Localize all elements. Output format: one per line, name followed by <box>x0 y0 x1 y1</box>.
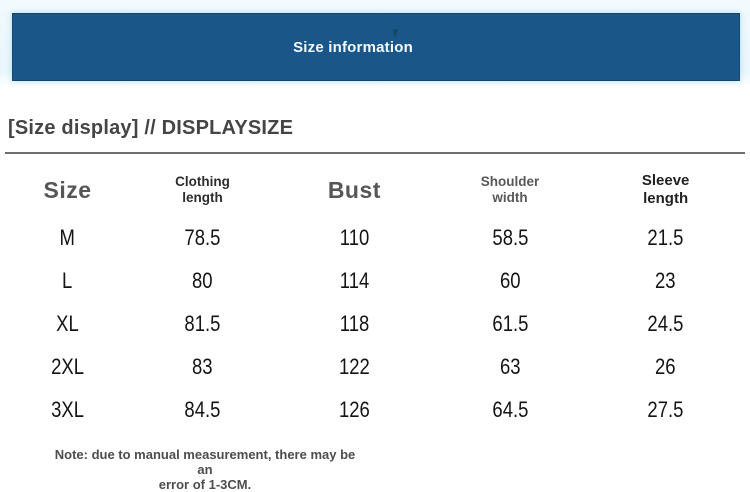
cell-size: M <box>59 224 76 250</box>
cell-bust: 118 <box>339 310 370 336</box>
size-information-banner: Size information <box>12 13 740 81</box>
size-table: Size Clothing length Bust Shoulder width… <box>0 164 750 431</box>
cursor-artifact <box>393 28 400 39</box>
cell-bust: 122 <box>338 353 370 379</box>
header-line-2: length <box>182 190 223 205</box>
cell-size: L <box>62 267 73 293</box>
table-row: M 78.5 110 58.5 21.5 <box>0 216 750 259</box>
cell-sleeve-length: 23 <box>655 267 676 293</box>
table-row: L 80 114 60 23 <box>0 259 750 302</box>
header-line-1: Sleeve <box>641 172 690 189</box>
column-header-bust: Bust <box>327 176 381 203</box>
cell-clothing-length: 83 <box>192 353 213 379</box>
cell-shoulder-width: 64.5 <box>492 396 528 422</box>
column-header-clothing-length: Clothing length <box>135 164 270 216</box>
table-row: 2XL 83 122 63 26 <box>0 345 750 388</box>
section-heading: [Size display] // DISPLAYSIZE <box>8 117 294 139</box>
table-header-row: Size Clothing length Bust Shoulder width… <box>0 164 750 216</box>
note-line-1: Note: due to manual measurement, there m… <box>54 447 356 477</box>
cell-bust: 126 <box>338 396 370 422</box>
cell-size: XL <box>56 310 79 336</box>
banner-wrap: Size information <box>0 0 750 87</box>
column-header-size: Size <box>43 176 92 203</box>
cell-clothing-length: 81.5 <box>184 310 221 336</box>
cell-size: 2XL <box>51 353 84 379</box>
cell-clothing-length: 80 <box>192 267 213 293</box>
cell-sleeve-length: 27.5 <box>647 396 684 422</box>
measurement-note: Note: due to manual measurement, there m… <box>50 447 360 492</box>
header-line-2: width <box>492 190 528 205</box>
cell-clothing-length: 78.5 <box>184 224 221 250</box>
table-row: XL 81.5 118 61.5 24.5 <box>0 302 750 345</box>
cell-sleeve-length: 21.5 <box>647 224 684 250</box>
table-row: 3XL 84.5 126 64.5 27.5 <box>0 388 750 431</box>
cell-shoulder-width: 61.5 <box>492 310 528 336</box>
cell-bust: 114 <box>339 267 370 293</box>
cell-shoulder-width: 60 <box>499 267 521 293</box>
cell-size: 3XL <box>51 396 84 422</box>
note-line-2: error of 1-3CM. <box>158 477 252 492</box>
cell-sleeve-length: 24.5 <box>647 310 684 336</box>
column-header-shoulder-width: Shoulder width <box>439 164 582 216</box>
header-line-1: Clothing <box>175 174 230 189</box>
cell-sleeve-length: 26 <box>655 353 676 379</box>
cell-shoulder-width: 63 <box>499 353 521 379</box>
cell-bust: 110 <box>339 224 370 250</box>
banner-title: Size information <box>293 38 413 56</box>
cell-clothing-length: 84.5 <box>184 396 221 422</box>
column-header-sleeve-length: Sleeve length <box>581 164 750 216</box>
cell-shoulder-width: 58.5 <box>492 224 528 250</box>
divider-line <box>5 152 745 154</box>
header-line-1: Shoulder <box>480 174 540 189</box>
header-line-2: length <box>643 190 689 207</box>
